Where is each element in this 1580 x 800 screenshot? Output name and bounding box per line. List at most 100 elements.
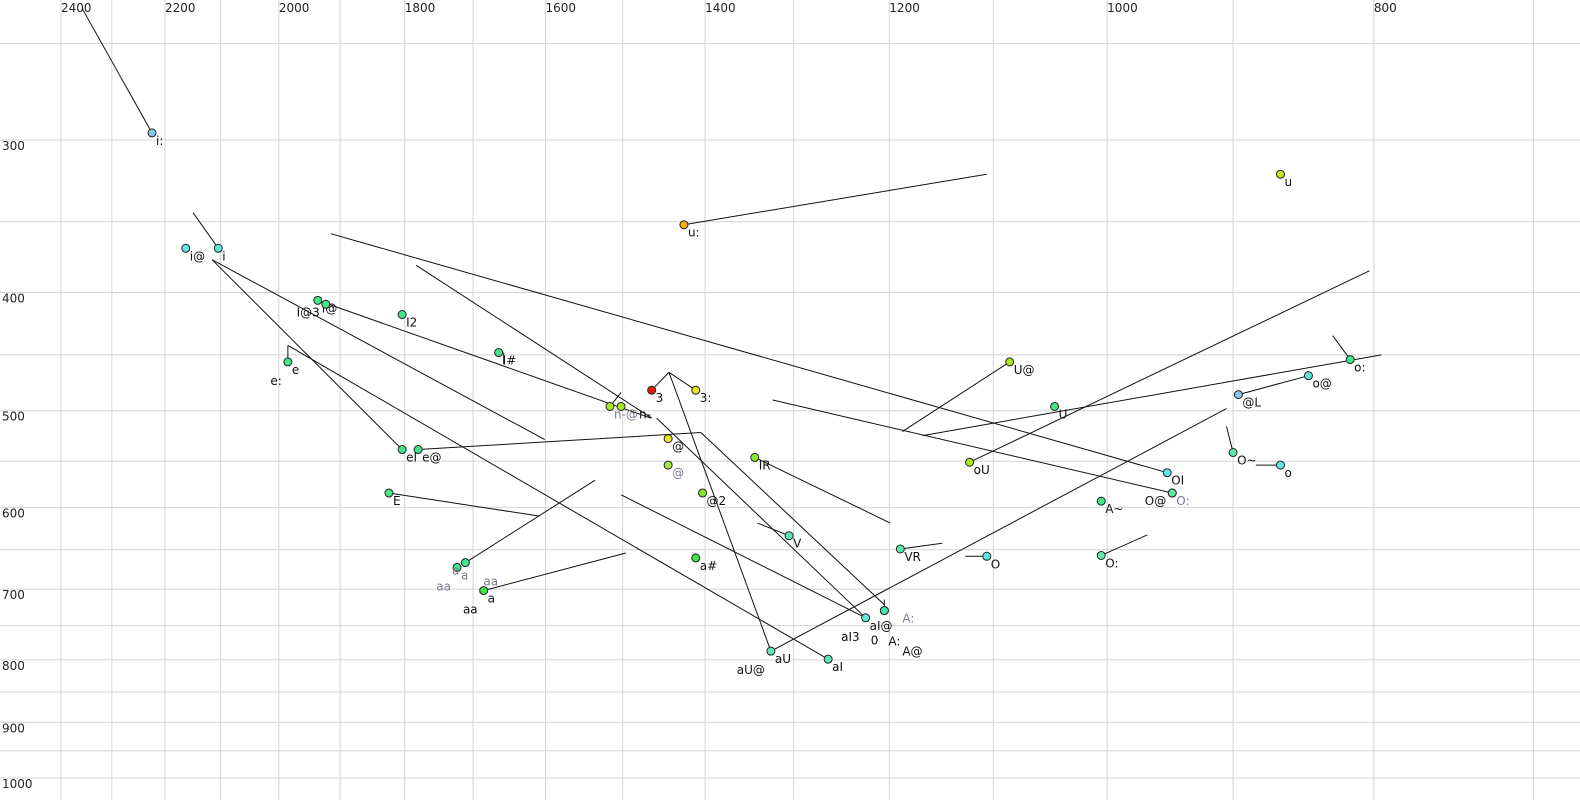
vowel-point: I2 <box>397 310 417 330</box>
point-marker <box>181 243 191 253</box>
x-tick-label: 1000 <box>1107 1 1138 15</box>
point-label: i <box>222 249 225 263</box>
point-marker <box>283 357 293 367</box>
y-tick-label: 700 <box>2 588 25 602</box>
point-marker <box>1228 448 1238 458</box>
point-marker <box>147 128 157 138</box>
x-tick-label: 2200 <box>165 1 196 15</box>
trajectory-line <box>287 344 829 660</box>
point-label: @2 <box>707 494 727 508</box>
point-marker <box>1050 401 1060 411</box>
point-marker <box>616 401 626 411</box>
vowel-point: o: <box>1345 355 1366 375</box>
trajectory-line <box>902 361 1010 432</box>
trajectory-line <box>620 494 866 619</box>
point-label: aU@ <box>737 663 765 677</box>
point-marker <box>1275 169 1285 179</box>
vowel-point: i@ <box>181 243 205 263</box>
point-marker <box>691 385 701 395</box>
point-label: 0 <box>871 634 879 648</box>
point-marker <box>698 488 708 498</box>
vowel-point: e@ <box>413 445 442 465</box>
point-label: a <box>452 564 459 578</box>
point-marker <box>663 460 673 470</box>
vowel-point: aaa <box>452 558 498 589</box>
x-tick-label: 2000 <box>279 1 310 15</box>
vowel-point: O <box>982 551 1000 571</box>
trajectory-line <box>330 233 1168 474</box>
vowel-point: eI <box>397 445 417 465</box>
point-label: oU <box>974 463 990 477</box>
vowel-point: i <box>213 243 226 263</box>
point-label: O: <box>1176 494 1189 508</box>
trajectory-line <box>757 522 790 537</box>
point-label: aa <box>483 575 498 589</box>
point-label: A: <box>888 635 900 649</box>
trajectory-line <box>211 259 546 441</box>
point-label: o <box>1284 466 1291 480</box>
vowel-point: O@ <box>1145 488 1177 508</box>
vowel-point: U <box>1050 401 1067 421</box>
point-marker <box>982 551 992 561</box>
trajectory-line <box>483 552 626 592</box>
point-marker <box>479 586 489 596</box>
point-marker <box>313 295 323 305</box>
x-tick-label: 1200 <box>889 1 920 15</box>
y-tick-label: 400 <box>2 291 25 305</box>
vowel-point: V <box>784 531 802 551</box>
trajectory-line <box>969 270 1370 463</box>
point-label: n-@ <box>614 407 638 421</box>
point-label: O@ <box>1145 494 1166 508</box>
trajectory-line <box>415 264 652 419</box>
vowel-point: O~ <box>1228 448 1257 468</box>
vowel-point: e e: <box>270 357 299 388</box>
point-label: I@3 <box>297 305 320 319</box>
point-marker <box>1303 371 1313 381</box>
point-label: aI@ <box>870 619 893 633</box>
y-tick-label: 300 <box>2 139 25 153</box>
vowel-point: IR <box>750 452 771 472</box>
point-label: a <box>488 592 495 606</box>
vowel-point: O: <box>1096 550 1119 570</box>
trajectory-line <box>668 372 772 652</box>
point-marker <box>1275 460 1285 470</box>
x-axis-ticks: 2400 2200 2000 1800 1600 1400 1200 1000 800 <box>61 1 1397 15</box>
vowel-point: u: <box>679 220 700 240</box>
point-label: IR <box>759 458 771 472</box>
vowel-point: n-@ <box>605 401 638 421</box>
point-marker <box>494 348 504 358</box>
point-marker <box>452 562 462 572</box>
trajectory-line <box>900 542 943 550</box>
point-label: 3: <box>700 391 712 405</box>
point-label: O <box>991 557 1000 571</box>
point-marker <box>213 243 223 253</box>
point-marker <box>460 558 470 568</box>
trajectory-line <box>192 212 219 249</box>
y-tick-label: 1000 <box>2 777 33 791</box>
point-marker <box>1005 357 1015 367</box>
point-label: aa <box>463 603 478 617</box>
trajectory-line <box>772 399 1173 494</box>
point-marker <box>679 220 689 230</box>
vowel-point: i: <box>147 128 163 148</box>
point-label: u <box>1284 175 1292 189</box>
vowel-point: aU aU@ <box>737 646 791 677</box>
vowel-point: @L <box>1233 390 1261 410</box>
point-marker <box>413 445 423 455</box>
point-label: a# <box>700 559 717 573</box>
vowel-point: aI@ aI3 <box>841 613 893 644</box>
point-label: @ <box>672 466 684 480</box>
vowel-point: u <box>1275 169 1292 189</box>
point-marker <box>965 457 975 467</box>
point-marker <box>750 452 760 462</box>
vowel-point: I# <box>494 348 516 368</box>
point-marker <box>1096 496 1106 506</box>
point-label: aa <box>436 579 451 593</box>
trajectory-line <box>922 354 1382 437</box>
trajectory-line <box>388 492 540 517</box>
point-marker <box>691 553 701 563</box>
trajectory-line <box>656 417 866 619</box>
point-marker <box>321 299 331 309</box>
